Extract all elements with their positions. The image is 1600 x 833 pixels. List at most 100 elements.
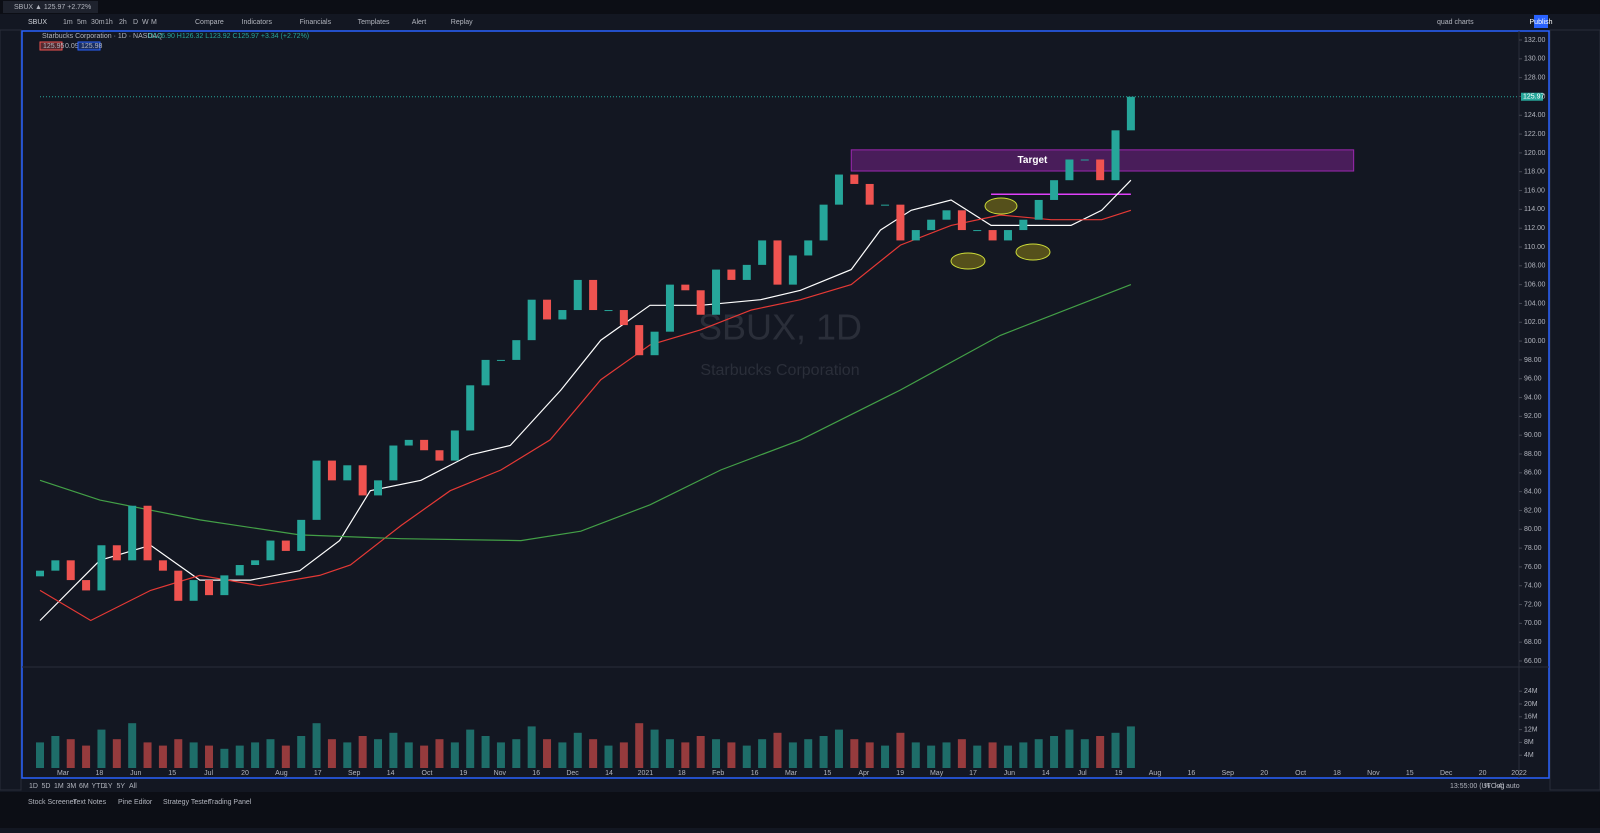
candle-body [1111,130,1120,181]
volume-bar [942,742,951,768]
timeframe-button[interactable]: 5Y [117,783,126,790]
chart-title: Starbucks Corporation · 1D · NASDAQ [42,33,163,40]
scale-option[interactable]: % [1484,783,1490,790]
toolbar-button[interactable]: Alert [412,19,426,26]
interval-button[interactable]: 1h [105,19,113,26]
interval-button[interactable]: 5m [77,19,87,26]
volume-bar [1111,732,1120,768]
candle-body [819,204,828,241]
candle-body [589,279,598,311]
price-tick-label: 80.00 [1524,526,1542,533]
toolbar-button[interactable]: Compare [195,19,224,26]
target-label: Target [1018,155,1048,166]
moving-average [39,284,1132,542]
clock: 13:55:00 (UTC-4) [1450,783,1504,790]
symbol[interactable]: SBUX [28,19,47,26]
ellipse-drawing[interactable] [950,252,986,270]
candle-body [1003,230,1012,241]
candle-body [1096,159,1105,181]
candle-body [404,439,413,446]
volume-bar [911,742,920,768]
candle-body [235,565,244,576]
volume-bar [1003,745,1012,768]
bottom-tab[interactable]: Strategy Tester [163,799,211,806]
volume-bar [235,745,244,768]
candle-body [112,545,121,561]
sell-price: 125.95 [43,43,65,50]
candle-body [543,299,552,320]
price-tick-label: 82.00 [1524,507,1542,514]
timeframe-button[interactable]: YTD [92,783,106,790]
ellipse-drawing[interactable] [984,197,1018,215]
timeframe-button[interactable]: 6M [79,783,89,790]
interval-button[interactable]: W [142,19,149,26]
price-tick-label: 98.00 [1524,357,1542,364]
bottom-tab[interactable]: Trading Panel [208,799,252,806]
candle-body [143,505,152,561]
price-tick-label: 86.00 [1524,470,1542,477]
sell-button[interactable] [39,41,63,51]
spread: 0.09 [65,43,79,50]
publish-button[interactable] [1534,15,1548,28]
interval-button[interactable]: 1m [63,19,73,26]
interval-button[interactable]: D [133,19,138,26]
scale-option[interactable]: auto [1506,783,1520,790]
interval-button[interactable]: 2h [119,19,127,26]
bottom-tab[interactable]: Pine Editor [118,799,153,806]
timeframe-button[interactable]: 1Y [104,783,113,790]
time-label: Mar [785,770,798,777]
volume-bar [896,732,905,768]
interval-button[interactable]: M [151,19,157,26]
time-label: Aug [275,770,288,777]
time-label: Jun [1004,770,1015,777]
candle-body [1050,180,1059,200]
time-label: 15 [168,770,176,777]
candle-body [727,269,736,280]
volume-bar [174,739,183,768]
price-tick-label: 92.00 [1524,413,1542,420]
timeframe-button[interactable]: 3M [67,783,77,790]
interval-button[interactable]: 30m [91,19,105,26]
candle-body [481,359,490,386]
timeframe-button[interactable]: All [129,783,137,790]
candle-body [220,575,229,596]
candle-body [957,210,966,231]
toolbar-button[interactable]: Replay [451,19,473,26]
volume-bar [573,732,582,768]
timeframe-button[interactable]: 1M [54,783,64,790]
candle-body [312,460,321,520]
candle-body [435,450,444,461]
volume-bar [128,723,137,768]
timeframe-button[interactable]: 5D [42,783,51,790]
candle-body [604,310,613,312]
time-label: 2022 [1511,770,1527,777]
candle-body [66,560,75,581]
candle-body [174,570,183,601]
timeframe-button[interactable]: 1D [29,783,38,790]
time-label: Oct [1295,770,1306,777]
scale-option[interactable]: log [1495,783,1504,790]
toolbar-button[interactable]: Templates [358,19,390,26]
time-label: Dec [1440,770,1453,777]
candle-body [297,519,306,551]
toolbar-button[interactable]: Financials [300,19,332,26]
candle-body [1080,159,1089,161]
price-tick-label: 68.00 [1524,639,1542,646]
ellipse-drawing[interactable] [1015,243,1051,261]
browser-tab[interactable] [3,1,98,13]
candle-body [358,465,367,496]
volume-bar [742,745,751,768]
watermark: SBUX, 1D [698,307,862,348]
bottom-tab[interactable]: Stock Screener [28,799,77,806]
bottom-tab[interactable]: Text Notes [73,799,107,806]
price-tick-label: 90.00 [1524,432,1542,439]
toolbar-button[interactable]: Indicators [242,19,273,26]
volume-bar [1096,736,1105,768]
layout-name[interactable]: quad charts [1437,19,1474,26]
time-label: Dec [566,770,579,777]
volume-bar [804,739,813,768]
price-tick-label: 70.00 [1524,620,1542,627]
chart-frame [21,30,1550,779]
ohlc-legend: O126.90 H126.32 L123.92 C125.97 +3.34 (+… [148,33,309,40]
buy-button[interactable] [77,41,101,51]
